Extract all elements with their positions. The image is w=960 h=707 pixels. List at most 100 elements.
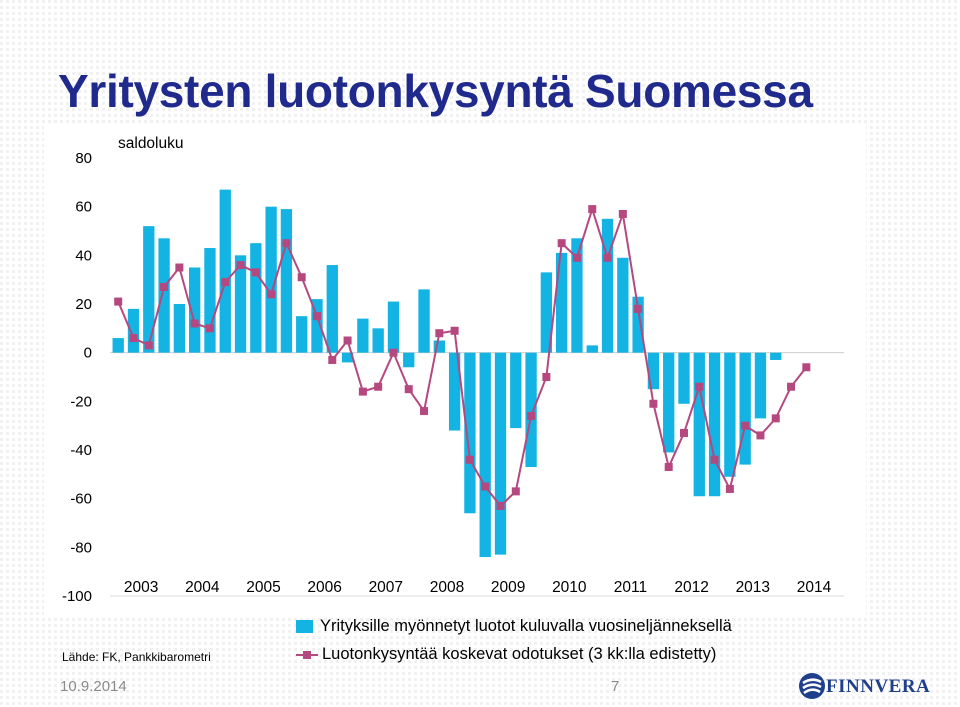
line-marker [358,387,367,396]
y-tick-label: 0 [84,345,92,362]
bar [678,352,690,404]
line-marker [618,209,627,218]
line-marker [572,253,581,262]
bar [494,352,507,555]
line-marker [481,482,490,491]
y-tick-label: 20 [75,296,92,313]
line-marker [160,282,169,291]
line-marker [649,399,658,408]
bar [234,255,247,353]
line-marker [129,334,138,343]
line-marker [267,290,276,299]
bar [464,352,476,514]
line-marker [343,336,352,345]
chart: 80 60 40 20 0 -20 -40 -60 -80 -100 saldoluku 2003 20… [62,135,844,605]
line-marker [710,455,719,464]
bar [479,352,491,558]
line-marker [756,431,765,440]
y-tick-label: 60 [75,199,92,216]
bar [724,352,736,477]
x-tick-label: 2008 [430,579,464,596]
y-tick-label: -100 [62,588,92,605]
line-marker [221,278,230,287]
legend-label-bars: Yrityksille myönnetyt luotot kuluvalla v… [320,616,732,635]
line-marker [114,297,123,306]
line-marker [802,363,811,372]
page-number: 7 [611,678,620,695]
line-marker [435,329,444,338]
line-marker [527,411,536,420]
line-marker [175,263,184,272]
bar [173,304,186,353]
line-marker [389,348,398,357]
x-tick-label: 2011 [614,579,647,596]
line-marker [664,463,673,472]
x-tick-label: 2013 [736,579,770,596]
finnvera-logo-icon [799,673,825,699]
bar [770,352,782,360]
bar [127,308,140,353]
line-marker [374,382,383,391]
line-marker [328,355,337,364]
x-tick-label: 2009 [491,579,525,596]
bar [341,352,354,363]
x-tick-label: 2003 [124,579,158,596]
bar [280,209,293,353]
bar [265,206,277,353]
bar [663,352,675,453]
legend-swatch-line [296,648,318,661]
line-marker [312,312,321,321]
bar [647,352,660,390]
bar [601,218,614,353]
y-tick-label: -80 [70,539,92,556]
page-title: Yritysten luotonkysyntä Suomessa [58,65,813,117]
legend-swatch-bars [296,619,313,633]
bar [525,352,537,468]
line-marker [465,455,474,464]
bar [632,296,644,353]
bar [387,301,400,353]
logo-text: FINNVERA [826,676,931,697]
line-marker [695,382,704,391]
bar [326,265,338,353]
x-tick-label: 2005 [246,579,280,596]
legend-label-line: Luotonkysyntää koskevat odotukset (3 kk:… [322,644,717,663]
line-marker [725,484,734,493]
line-marker [511,487,520,496]
y-tick-label: -40 [70,442,92,459]
bar [556,252,568,353]
legend: Yrityksille myönnetyt luotot kuluvalla v… [296,612,732,668]
bar [540,272,553,353]
line-marker [205,324,214,333]
bar [219,189,231,353]
line-marker [190,319,199,328]
line-marker [603,253,612,262]
bar [372,328,384,353]
bar [433,340,445,353]
line-marker [588,205,597,214]
line-marker [679,428,688,437]
line-marker [634,304,643,313]
legend-item-line: Luotonkysyntää koskevat odotukset (3 kk:… [296,640,732,668]
chart-panel: 80 60 40 20 0 -20 -40 -60 -80 -100 saldoluku 2003 20… [44,125,866,615]
source-note: Lähde: FK, Pankkibarometri [62,650,211,664]
footer-date: 10.9.2014 [60,678,127,695]
line-marker [741,421,750,430]
legend-item-bars: Yrityksille myönnetyt luotot kuluvalla v… [296,612,732,640]
line-marker [557,239,566,248]
line-marker [251,268,260,277]
bar [112,338,124,353]
bar [311,299,323,353]
bar [617,257,629,353]
bar [708,352,721,497]
x-tick-label: 2004 [185,579,220,596]
bar [693,352,705,497]
bar [754,352,767,419]
y-tick-label: -60 [70,491,92,508]
y-tick-label: 80 [75,150,92,167]
x-tick-label: 2014 [797,579,832,596]
line-marker [236,261,245,270]
bar [571,238,583,353]
bar [296,316,308,353]
bar [418,289,430,353]
